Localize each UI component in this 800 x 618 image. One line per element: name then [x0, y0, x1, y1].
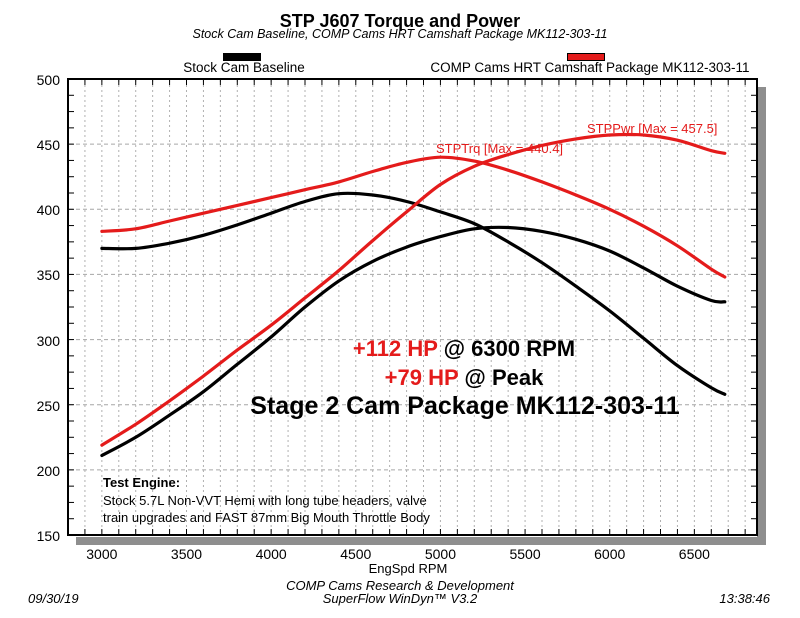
y-tick-label-500: 500 — [36, 72, 60, 88]
torque-max-label: STPTrq [Max = 440.4] — [436, 141, 564, 156]
curve-stppwr-comp-cam — [100, 132, 727, 447]
plot-shadow-right — [757, 87, 766, 545]
y-tick-label-300: 300 — [36, 332, 60, 349]
legend-label-stock: Stock Cam Baseline — [183, 60, 305, 75]
x-axis-title: EngSpd RPM — [368, 561, 448, 576]
curve-stptrq-stock — [100, 191, 727, 396]
legend-label-comp-cam: COMP Cams HRT Camshaft Package MK112-303… — [430, 60, 750, 75]
y-tick-label-200: 200 — [36, 462, 60, 479]
y-tick-label-150: 150 — [36, 528, 60, 544]
x-tick-label-6000: 6000 — [594, 546, 626, 562]
plot-border — [67, 78, 758, 536]
hp-gain-peak-annotation: +79 HP @ Peak — [385, 365, 544, 391]
y-tick-label-450: 450 — [36, 137, 60, 154]
x-tick-label-5500: 5500 — [509, 546, 541, 562]
y-tick-label-350: 350 — [36, 267, 60, 284]
plot-shadow-bottom — [76, 537, 766, 545]
x-tick-label-4000: 4000 — [255, 546, 287, 562]
test-engine-line1: Stock 5.7L Non-VVT Hemi with long tube h… — [103, 493, 427, 508]
test-engine-line2: train upgrades and FAST 87mm Big Mouth T… — [103, 510, 430, 525]
hp-gain-peak-suffix: @ Peak — [458, 365, 544, 390]
x-tick-label-5000: 5000 — [424, 546, 456, 562]
hp-gain-peak-value: +79 HP — [384, 365, 459, 390]
hp-gain-6300-annotation: +112 HP @ 6300 RPM — [353, 336, 575, 362]
legend-swatch-comp-cam — [567, 53, 605, 61]
footer-software-line: SuperFlow WinDyn™ V3.2 — [322, 591, 478, 606]
footer-date: 09/30/19 — [28, 591, 79, 606]
curve-stptrq-comp-cam — [100, 155, 727, 279]
hp-gain-6300-suffix: @ 6300 RPM — [437, 336, 576, 361]
footer-time: 13:38:46 — [719, 591, 770, 606]
y-tick-label-250: 250 — [36, 397, 60, 414]
legend-swatch-stock — [223, 53, 261, 61]
y-tick-label-400: 400 — [36, 202, 60, 219]
curve-stppwr-stock — [100, 225, 727, 458]
x-tick-label-3500: 3500 — [170, 546, 203, 562]
hp-gain-6300-value: +112 HP — [352, 336, 438, 361]
x-tick-label-6500: 6500 — [678, 546, 710, 562]
x-tick-label-3000: 3000 — [86, 546, 118, 562]
x-tick-label-4500: 4500 — [340, 546, 372, 562]
cam-package-annotation: Stage 2 Cam Package MK112-303-11 — [250, 392, 680, 420]
page-subtitle: Stock Cam Baseline, COMP Cams HRT Camsha… — [192, 27, 608, 41]
power-max-label: STPPwr [Max = 457.5] — [587, 121, 718, 136]
test-engine-heading: Test Engine: — [103, 475, 181, 490]
footer-company-line: COMP Cams Research & Development — [286, 578, 514, 593]
page-title: STP J607 Torque and Power — [279, 11, 521, 31]
